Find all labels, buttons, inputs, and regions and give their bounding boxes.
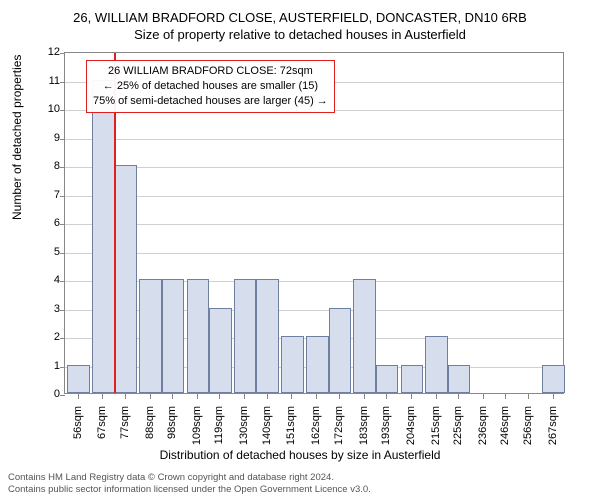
x-tick-mark	[125, 394, 126, 399]
y-tick-label: 7	[36, 189, 60, 201]
x-tick-mark	[364, 394, 365, 399]
histogram-bar	[353, 279, 376, 393]
gridline	[65, 253, 563, 254]
histogram-bar	[306, 336, 329, 393]
x-tick-mark	[291, 394, 292, 399]
chart-title-desc: Size of property relative to detached ho…	[0, 25, 600, 42]
x-axis-label: Distribution of detached houses by size …	[0, 448, 600, 462]
x-tick-mark	[102, 394, 103, 399]
gridline	[65, 224, 563, 225]
y-tick-label: 12	[36, 46, 60, 58]
y-tick-mark	[60, 338, 65, 339]
histogram-bar	[401, 365, 424, 394]
y-tick-label: 10	[36, 103, 60, 115]
property-info-callout: 26 WILLIAM BRADFORD CLOSE: 72sqm← 25% of…	[86, 60, 335, 113]
histogram-bar	[187, 279, 210, 393]
histogram-bar	[139, 279, 162, 393]
y-tick-mark	[60, 196, 65, 197]
x-tick-mark	[78, 394, 79, 399]
y-tick-mark	[60, 224, 65, 225]
chart-title-address: 26, WILLIAM BRADFORD CLOSE, AUSTERFIELD,…	[0, 0, 600, 25]
x-tick-mark	[458, 394, 459, 399]
x-tick-mark	[553, 394, 554, 399]
histogram-bar	[448, 365, 471, 394]
info-box-line: ← 25% of detached houses are smaller (15…	[93, 79, 328, 94]
y-tick-label: 1	[36, 360, 60, 372]
histogram-bar	[162, 279, 185, 393]
histogram-bar	[281, 336, 304, 393]
histogram-bar	[256, 279, 279, 393]
histogram-bar	[234, 279, 257, 393]
y-tick-label: 2	[36, 331, 60, 343]
x-tick-mark	[505, 394, 506, 399]
x-tick-mark	[436, 394, 437, 399]
x-tick-mark	[267, 394, 268, 399]
histogram-bar	[67, 365, 90, 394]
x-tick-mark	[316, 394, 317, 399]
histogram-bar	[209, 308, 232, 394]
y-tick-mark	[60, 367, 65, 368]
y-tick-label: 8	[36, 160, 60, 172]
y-tick-mark	[60, 82, 65, 83]
info-box-line: 26 WILLIAM BRADFORD CLOSE: 72sqm	[93, 64, 328, 79]
x-tick-mark	[197, 394, 198, 399]
y-tick-mark	[60, 167, 65, 168]
y-tick-label: 9	[36, 132, 60, 144]
x-tick-mark	[219, 394, 220, 399]
histogram-bar	[376, 365, 399, 394]
histogram-bar	[542, 365, 565, 394]
x-tick-mark	[150, 394, 151, 399]
y-tick-label: 3	[36, 303, 60, 315]
y-axis-label: Number of detached properties	[10, 55, 24, 220]
y-tick-label: 0	[36, 388, 60, 400]
y-tick-mark	[60, 110, 65, 111]
y-tick-label: 6	[36, 217, 60, 229]
histogram-bar	[115, 165, 138, 393]
x-tick-mark	[244, 394, 245, 399]
x-tick-mark	[483, 394, 484, 399]
x-tick-mark	[172, 394, 173, 399]
y-tick-label: 5	[36, 246, 60, 258]
y-tick-mark	[60, 139, 65, 140]
x-tick-mark	[339, 394, 340, 399]
y-tick-mark	[60, 310, 65, 311]
gridline	[65, 139, 563, 140]
histogram-bar	[425, 336, 448, 393]
x-tick-container: 56sqm67sqm77sqm88sqm98sqm109sqm119sqm130…	[64, 394, 564, 454]
y-tick-mark	[60, 281, 65, 282]
y-tick-label: 4	[36, 274, 60, 286]
y-tick-label: 11	[36, 75, 60, 87]
y-tick-mark	[60, 253, 65, 254]
histogram-bar	[92, 80, 115, 394]
footer-line-2: Contains public sector information licen…	[8, 484, 371, 496]
gridline	[65, 196, 563, 197]
y-tick-mark	[60, 53, 65, 54]
x-tick-mark	[528, 394, 529, 399]
histogram-bar	[329, 308, 352, 394]
attribution-footer: Contains HM Land Registry data © Crown c…	[8, 472, 371, 496]
gridline	[65, 167, 563, 168]
footer-line-1: Contains HM Land Registry data © Crown c…	[8, 472, 371, 484]
x-tick-mark	[386, 394, 387, 399]
info-box-line: 75% of semi-detached houses are larger (…	[93, 94, 328, 109]
x-tick-mark	[411, 394, 412, 399]
